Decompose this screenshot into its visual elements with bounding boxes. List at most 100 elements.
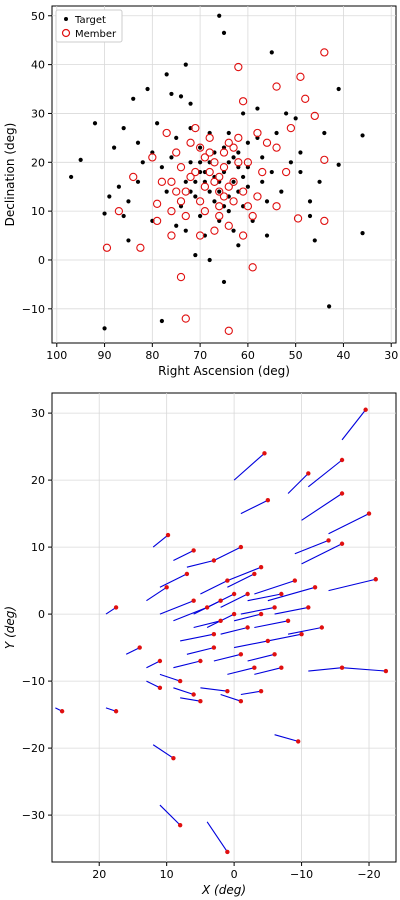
motion-vector (267, 633, 302, 642)
motion-vector (220, 693, 242, 702)
legend-target-label: Target (74, 15, 106, 26)
motion-vector (227, 566, 262, 582)
member-point (253, 192, 262, 201)
motion-vector (152, 744, 174, 759)
star-point (339, 457, 345, 463)
star-point (272, 652, 277, 657)
x-tick-label: 60 (241, 349, 255, 362)
motion-vector (254, 620, 289, 629)
y-tick-label: 50 (31, 10, 45, 23)
motion-vector (274, 734, 299, 742)
member-point (296, 72, 305, 81)
star-point (177, 822, 183, 828)
target-point (360, 231, 365, 236)
star-point (258, 611, 264, 617)
sky-scatter-panel: 100 90 80 70 60 50 40 30 −10 0 10 20 30 40 50 Right As… (3, 5, 398, 378)
member-point (238, 187, 248, 196)
target-point (207, 257, 212, 263)
member-point (210, 158, 219, 167)
star-point (319, 625, 325, 630)
star-point (177, 678, 183, 684)
motion-vector (213, 546, 242, 561)
target-point (145, 86, 150, 92)
motion-vector (173, 687, 194, 696)
target-point (322, 130, 327, 136)
target-point (336, 162, 341, 167)
motion-vector (267, 586, 316, 602)
member-point (200, 153, 210, 162)
star-point (198, 658, 203, 664)
motion-vector (186, 559, 215, 568)
target-point (231, 179, 236, 184)
star-point (59, 709, 65, 714)
star-point (225, 688, 230, 694)
member-point (102, 243, 112, 252)
x-tick-label: −20 (357, 868, 380, 881)
x-tick-label: 50 (289, 349, 303, 362)
member-point (272, 143, 281, 152)
star-point (252, 665, 257, 670)
target-point (183, 228, 188, 233)
target-point (178, 94, 184, 99)
target-point (221, 279, 227, 285)
plot2-grid (52, 393, 396, 862)
target-point (293, 116, 298, 121)
x-tick-label: 10 (160, 868, 174, 881)
motion-vector (254, 667, 282, 675)
y-tick-label: 30 (31, 407, 45, 420)
member-point (224, 182, 233, 191)
motion-vector (287, 626, 322, 635)
star-point (211, 645, 217, 650)
member-point (272, 202, 281, 211)
member-point (286, 123, 296, 133)
y-tick-label: 20 (31, 474, 45, 487)
motion-vector (341, 667, 386, 672)
member-point (320, 216, 329, 226)
y-tick-label: 20 (31, 156, 45, 169)
target-point (193, 194, 198, 199)
target-point (269, 169, 274, 175)
target-point (231, 155, 236, 160)
motion-vector (227, 573, 255, 588)
target-point (236, 150, 241, 155)
member-point (167, 206, 176, 216)
member-point (205, 133, 214, 143)
plot2-frame (51, 392, 397, 863)
target-point (169, 155, 174, 160)
target-point (188, 101, 193, 106)
target-point (174, 223, 179, 228)
motion-vector (200, 580, 228, 595)
target-point (198, 160, 203, 165)
target-point (274, 130, 279, 136)
member-point (281, 167, 291, 177)
star-point (137, 645, 142, 650)
member-point (234, 133, 243, 143)
member-point (229, 197, 238, 206)
motion-vector (274, 606, 309, 615)
motion-vector (186, 647, 215, 655)
target-point (212, 199, 217, 204)
legend-target-marker (64, 17, 68, 21)
target-point (183, 179, 188, 184)
motion-vector (233, 452, 265, 481)
member-point (176, 163, 186, 172)
plot1-grid (52, 6, 396, 343)
target-point (188, 160, 193, 165)
motion-vector (200, 687, 228, 692)
motion-vector (247, 593, 282, 602)
star-point (165, 532, 171, 538)
member-point (219, 192, 229, 201)
target-point (112, 145, 117, 150)
motion-vector (328, 578, 376, 592)
star-point (198, 699, 203, 704)
motion-vector (328, 513, 370, 535)
star-point (258, 565, 264, 570)
y-tick-label: −30 (22, 809, 45, 822)
member-point (272, 82, 281, 91)
member-point (200, 182, 210, 191)
y-var: Y (deg) (3, 606, 17, 649)
member-point (229, 143, 238, 152)
member-point (293, 214, 303, 223)
motion-vector (180, 633, 214, 642)
star-point (184, 571, 190, 577)
